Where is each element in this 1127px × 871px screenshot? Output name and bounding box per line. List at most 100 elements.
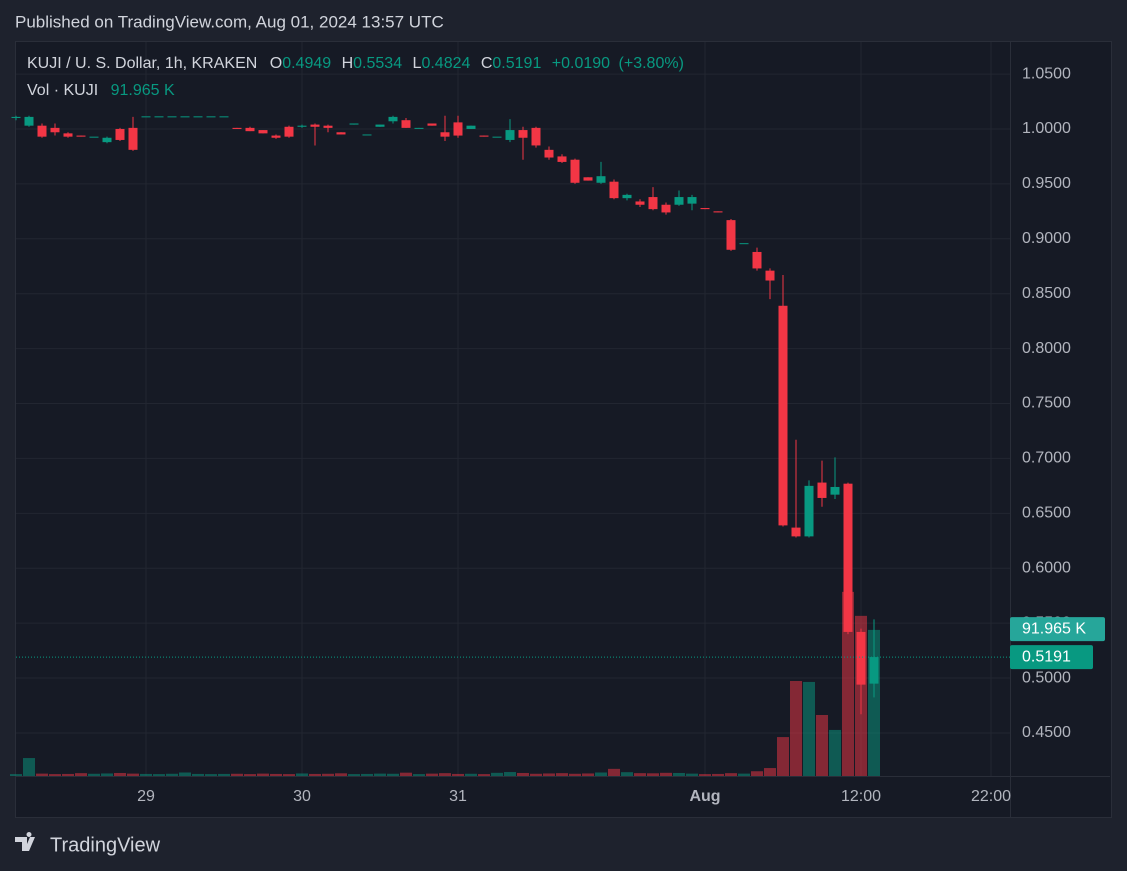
candle-body xyxy=(713,211,723,213)
logo-icon xyxy=(15,832,35,851)
candle-body xyxy=(245,127,255,132)
volume-bar xyxy=(361,773,373,776)
volume-bar xyxy=(62,773,74,776)
high-label: H xyxy=(342,55,354,72)
candle-body xyxy=(739,243,749,245)
y-tick-label: 0.6500 xyxy=(1022,505,1071,522)
volume-bar xyxy=(504,772,516,776)
volume-bar xyxy=(166,773,178,776)
x-tick-label: 12:00 xyxy=(841,788,881,805)
volume-bar xyxy=(595,772,607,776)
candle-body xyxy=(804,485,814,537)
volume-bar xyxy=(582,773,594,776)
candle-body xyxy=(570,159,580,183)
candle-body xyxy=(635,201,645,205)
candle-body xyxy=(401,120,411,128)
candle-body xyxy=(388,116,398,122)
brand: TradingView xyxy=(50,834,161,856)
volume-bar xyxy=(283,774,295,776)
volume-bar xyxy=(790,680,802,776)
volume-bar xyxy=(517,772,529,776)
candle-body xyxy=(219,116,229,118)
low-label: L xyxy=(413,55,422,72)
candle-body xyxy=(271,135,281,138)
candle-body xyxy=(518,130,528,138)
volume-bar xyxy=(686,773,698,776)
volume-bar xyxy=(270,773,282,776)
price-value-box xyxy=(1010,645,1093,670)
price-value-label: 0.5191 xyxy=(1022,648,1071,665)
volume-bar xyxy=(777,737,789,776)
symbol-title: KUJI / U. S. Dollar, 1h, KRAKEN xyxy=(27,55,257,72)
volume-bar xyxy=(491,772,503,776)
candle-body xyxy=(687,197,697,204)
x-tick-label: 22:00 xyxy=(971,788,1011,805)
volume-bar xyxy=(569,773,581,776)
y-tick-label: 0.6000 xyxy=(1022,559,1071,576)
candle-body xyxy=(648,197,658,210)
candle-body xyxy=(609,181,619,199)
chart-frame xyxy=(15,41,1112,818)
y-tick-label: 0.5000 xyxy=(1022,669,1071,686)
volume-bar xyxy=(634,773,646,776)
candle-body xyxy=(193,116,203,118)
candle-body xyxy=(232,127,242,129)
candle-body xyxy=(76,135,86,137)
volume-bar xyxy=(114,772,126,776)
volume-bar xyxy=(192,773,204,776)
candle-body xyxy=(843,483,853,632)
volume-bar xyxy=(478,774,490,776)
volume-bar xyxy=(257,773,269,776)
candle-body xyxy=(830,486,840,495)
y-tick-label: 0.9500 xyxy=(1022,175,1071,192)
volume-bar xyxy=(153,774,165,776)
volume-bar xyxy=(179,772,191,776)
candle-body xyxy=(700,208,710,210)
volume-bar xyxy=(335,773,347,776)
volume-legend: Vol · KUJI 91.965 K xyxy=(27,82,175,99)
candle-body xyxy=(336,132,346,135)
volume-value: 91.965 K xyxy=(111,82,175,99)
candle-body xyxy=(544,149,554,158)
volume-bar xyxy=(621,772,633,776)
volume-bar xyxy=(36,773,48,776)
candle-body xyxy=(427,123,437,126)
candle-body xyxy=(258,130,268,134)
volume-bar xyxy=(400,772,412,776)
candle-body xyxy=(765,270,775,281)
candle-body xyxy=(167,116,177,118)
y-tick-label: 0.8500 xyxy=(1022,285,1071,302)
high-value: 0.5534 xyxy=(353,55,402,72)
candle-body xyxy=(440,132,450,137)
candle-body xyxy=(778,305,788,526)
change-percent: (+3.80%) xyxy=(619,55,684,72)
candle-body xyxy=(115,128,125,140)
volume-bar xyxy=(322,773,334,776)
volume-bar xyxy=(413,774,425,776)
volume-bar xyxy=(530,773,542,776)
plot xyxy=(10,42,1010,776)
candle-body xyxy=(24,116,34,126)
candle-body xyxy=(323,125,333,128)
y-tick-label: 0.9000 xyxy=(1022,230,1071,247)
candle-body xyxy=(583,177,593,181)
open-value: 0.4949 xyxy=(282,55,331,72)
volume-bar xyxy=(244,774,256,776)
y-tick-label: 1.0500 xyxy=(1022,65,1071,82)
legend-line: KUJI / U. S. Dollar, 1h, KRAKEN O0.4949 … xyxy=(27,55,684,72)
volume-bar xyxy=(816,714,828,776)
y-tick-label: 0.7500 xyxy=(1022,395,1071,412)
volume-bar xyxy=(452,773,464,776)
y-tick-label: 0.7000 xyxy=(1022,450,1071,467)
candle-body xyxy=(726,220,736,250)
volume-bar xyxy=(465,773,477,776)
x-tick-label: Aug xyxy=(689,788,720,805)
candle-body xyxy=(362,134,372,136)
tradingview-logo: TradingView xyxy=(15,832,161,856)
volume-bar xyxy=(88,773,100,776)
volume-bar xyxy=(803,681,815,776)
y-tick-label: 0.8000 xyxy=(1022,340,1071,357)
candle-body xyxy=(661,204,671,213)
